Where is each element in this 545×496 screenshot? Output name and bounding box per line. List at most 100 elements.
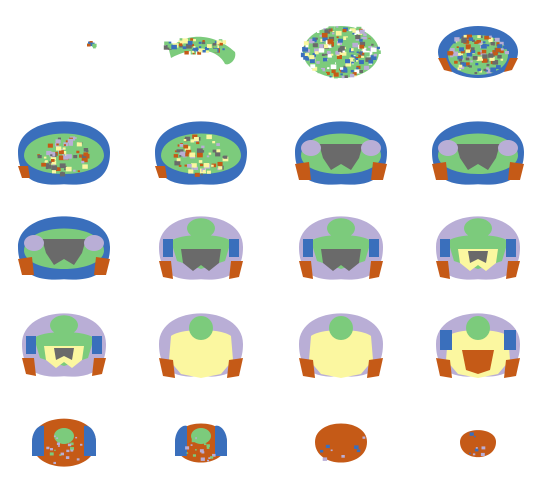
speckle	[461, 38, 467, 43]
speckle	[309, 58, 315, 63]
speckle	[57, 445, 60, 447]
speckle	[457, 53, 462, 56]
speckle	[470, 60, 473, 63]
speckle	[56, 143, 59, 146]
brain-slice	[315, 423, 367, 463]
speckle	[327, 67, 330, 70]
region	[227, 358, 243, 378]
speckle	[192, 437, 196, 440]
region	[303, 239, 313, 257]
speckle	[184, 48, 187, 51]
region	[438, 140, 458, 156]
speckle	[341, 455, 345, 458]
speckle	[199, 48, 204, 53]
speckle	[325, 444, 330, 448]
speckle	[499, 41, 504, 46]
speckle	[481, 44, 487, 49]
speckle	[304, 53, 310, 57]
brain-slice	[18, 216, 110, 280]
speckle	[458, 64, 463, 68]
speckle	[306, 61, 310, 64]
speckle	[374, 46, 377, 48]
speckle	[192, 52, 195, 55]
speckle	[64, 168, 67, 171]
speckle	[333, 72, 339, 77]
speckle	[353, 58, 356, 61]
speckle	[472, 56, 478, 60]
region	[504, 358, 520, 378]
region	[189, 316, 213, 340]
region	[24, 235, 44, 251]
speckle	[376, 50, 381, 54]
speckle	[89, 41, 93, 44]
speckle	[453, 41, 456, 44]
speckle	[336, 60, 342, 65]
speckle	[464, 39, 470, 44]
speckle	[313, 57, 316, 60]
speckle	[188, 169, 194, 174]
speckle	[485, 67, 489, 70]
speckle	[476, 40, 481, 44]
region	[32, 425, 44, 456]
region	[155, 166, 167, 178]
speckle	[466, 34, 472, 39]
speckle	[65, 456, 70, 459]
speckle	[317, 69, 323, 74]
speckle	[51, 165, 58, 170]
speckle	[481, 446, 486, 450]
speckle	[475, 62, 479, 66]
region	[329, 316, 353, 340]
speckle	[469, 452, 471, 455]
speckle	[308, 53, 313, 57]
ventricle	[319, 144, 363, 170]
speckle	[59, 172, 66, 177]
brain-slice	[163, 36, 236, 65]
region	[504, 58, 518, 72]
speckle	[350, 69, 354, 73]
speckle	[328, 36, 335, 41]
speckle	[339, 46, 345, 51]
speckle	[300, 52, 307, 58]
speckle	[454, 37, 460, 42]
speckle	[343, 36, 348, 40]
brain-slice	[22, 313, 106, 377]
speckle	[70, 442, 74, 446]
speckle	[336, 36, 339, 39]
speckle	[342, 29, 347, 33]
speckle	[355, 37, 360, 41]
region	[506, 261, 520, 279]
region	[327, 218, 355, 239]
speckle	[355, 54, 359, 57]
speckle	[56, 146, 62, 151]
region	[163, 239, 173, 257]
speckle	[320, 67, 326, 72]
speckle	[216, 40, 222, 45]
speckle	[219, 42, 223, 46]
speckle	[505, 51, 509, 55]
speckle	[190, 139, 195, 143]
speckle	[216, 149, 221, 153]
speckle	[317, 31, 320, 33]
speckle	[82, 164, 88, 169]
speckle	[360, 55, 365, 58]
speckle	[465, 49, 471, 53]
region	[18, 166, 30, 178]
speckle	[483, 68, 487, 72]
speckle	[359, 29, 365, 34]
speckle	[302, 47, 308, 52]
region	[18, 257, 34, 275]
region	[187, 218, 215, 239]
brain-slice	[155, 121, 247, 185]
speckle	[467, 65, 470, 67]
speckle	[356, 67, 359, 70]
speckle	[350, 31, 355, 35]
speckle	[206, 50, 209, 53]
speckle	[497, 54, 502, 59]
speckle	[324, 52, 329, 56]
speckle	[50, 154, 53, 157]
speckle	[363, 36, 367, 40]
speckle	[495, 47, 501, 52]
region	[94, 257, 110, 275]
speckle	[336, 50, 339, 53]
speckle	[321, 32, 328, 38]
